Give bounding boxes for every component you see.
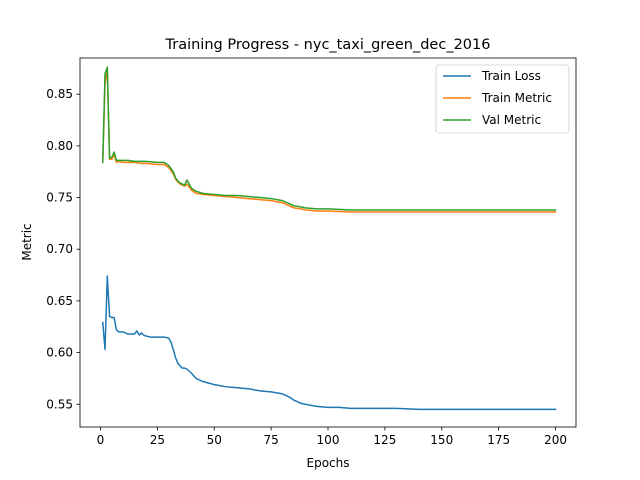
- y-tick-label: 0.70: [46, 242, 73, 256]
- x-tick-label: 50: [207, 433, 222, 447]
- x-tick-label: 0: [97, 433, 105, 447]
- x-tick-label: 200: [544, 433, 567, 447]
- y-tick-label: 0.75: [46, 191, 73, 205]
- series-layer: [101, 66, 557, 411]
- y-tick-label: 0.80: [46, 139, 73, 153]
- legend-label-val-metric: Val Metric: [482, 113, 541, 127]
- y-axis-label: Metric: [20, 223, 34, 260]
- chart-title: Training Progress - nyc_taxi_green_dec_2…: [165, 37, 491, 53]
- x-axis-label: Epochs: [307, 456, 350, 470]
- y-tick-label: 0.60: [46, 346, 73, 360]
- legend-label-train-metric: Train Metric: [481, 91, 552, 105]
- x-tick-label: 25: [150, 433, 165, 447]
- y-axis-ticks: 0.55 0.60 0.65 0.70 0.75 0.80 0.85: [46, 87, 80, 411]
- x-tick-label: 125: [373, 433, 396, 447]
- legend-box: [435, 64, 570, 134]
- y-tick-label: 0.55: [46, 397, 73, 411]
- x-tick-label: 150: [430, 433, 453, 447]
- series-line-val-metric: [101, 66, 557, 211]
- series-line-train-loss: [101, 275, 557, 411]
- series-line-train-metric: [101, 68, 557, 213]
- x-axis-ticks: 0 25 50 75 100 125 150 175 200: [97, 427, 567, 447]
- y-tick-label: 0.85: [46, 87, 73, 101]
- x-tick-label: 175: [487, 433, 510, 447]
- x-tick-label: 75: [263, 433, 278, 447]
- legend: Train Loss Train Metric Val Metric: [435, 64, 570, 134]
- x-tick-label: 100: [317, 433, 340, 447]
- y-tick-label: 0.65: [46, 294, 73, 308]
- legend-label-train-loss: Train Loss: [481, 69, 541, 83]
